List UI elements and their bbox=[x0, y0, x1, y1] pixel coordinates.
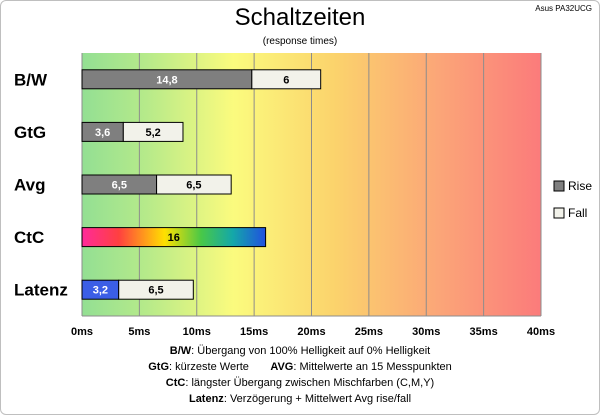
data-label: 6,5 bbox=[186, 180, 201, 192]
note-text: Mittelwerte an 15 Messpunkten bbox=[299, 361, 452, 373]
note-ctc: CtC: längster Übergang zwischen Mischfar… bbox=[165, 377, 435, 389]
bar-fall bbox=[122, 121, 184, 142]
legend-swatch-fall bbox=[553, 207, 565, 219]
bar-ctc bbox=[81, 227, 267, 248]
note-key: CtC bbox=[165, 377, 186, 389]
legend: Rise Fall bbox=[553, 179, 592, 220]
x-tick-label: 20ms bbox=[297, 326, 325, 338]
legend-swatch-rise bbox=[553, 180, 565, 192]
note-bw: B/W: Übergang von 100% Helligkeit auf 0%… bbox=[169, 345, 431, 357]
chart-subtitle: (response times) bbox=[262, 36, 338, 47]
note-text: Verzögerung + Mittelwert Avg rise/fall bbox=[229, 393, 412, 405]
legend-label-fall: Fall bbox=[568, 206, 587, 220]
bar-chart: 14,8 6 3,6 5,2 6,5 6,5 16 3,2 6,5 B/W GtG Avg CtC La… bbox=[14, 53, 592, 338]
category-label: Avg bbox=[14, 176, 46, 195]
data-label: 5,2 bbox=[145, 127, 160, 139]
notes: B/W: Übergang von 100% Helligkeit auf 0%… bbox=[0, 343, 600, 407]
note-latenz: Latenz: Verzögerung + Mittelwert Avg ris… bbox=[188, 393, 412, 405]
note-text: kürzeste Werte bbox=[175, 361, 249, 373]
data-label: 6,5 bbox=[112, 180, 127, 192]
x-tick-label: 0ms bbox=[71, 326, 93, 338]
x-tick-label: 15ms bbox=[240, 326, 268, 338]
x-tick-label: 35ms bbox=[470, 326, 498, 338]
category-label: B/W bbox=[14, 70, 48, 89]
note-key: GtG bbox=[148, 361, 170, 373]
legend-label-rise: Rise bbox=[568, 179, 592, 193]
x-tick-label: 30ms bbox=[412, 326, 440, 338]
note-text: Übergang von 100% Helligkeit auf 0% Hell… bbox=[197, 345, 431, 357]
x-tick-label: 10ms bbox=[183, 326, 211, 338]
chart-title: Schaltzeiten bbox=[234, 4, 366, 31]
bar-fall bbox=[156, 174, 232, 195]
x-tick-labels: 0ms 5ms 10ms 15ms 20ms 25ms 30ms 35ms 40ms bbox=[71, 326, 555, 338]
data-label: 16 bbox=[168, 232, 180, 244]
bar-fall bbox=[251, 69, 322, 90]
note-text: längster Übergang zwischen Mischfarben (… bbox=[191, 377, 435, 389]
note-gtg: GtG: kürzeste Werte AVG: Mittelwerte an … bbox=[148, 361, 452, 373]
data-label: 3,6 bbox=[95, 127, 110, 139]
x-tick-label: 40ms bbox=[527, 326, 555, 338]
category-label: Latenz bbox=[14, 281, 68, 300]
bars: 14,8 6 3,6 5,2 6,5 6,5 16 3,2 6,5 bbox=[81, 69, 322, 300]
model-label: Asus PA32UCG bbox=[535, 4, 592, 13]
data-label: 6,5 bbox=[148, 285, 163, 297]
data-label: 14,8 bbox=[156, 74, 177, 86]
note-key: AVG bbox=[270, 361, 294, 373]
x-tick-label: 25ms bbox=[355, 326, 383, 338]
note-key: Latenz bbox=[188, 393, 224, 405]
note-key: B/W bbox=[169, 345, 192, 357]
x-tick-label: 5ms bbox=[128, 326, 150, 338]
data-label: 3,2 bbox=[93, 285, 108, 297]
category-label: GtG bbox=[14, 123, 46, 142]
category-label: CtC bbox=[14, 228, 44, 247]
data-label: 6 bbox=[283, 74, 289, 86]
category-labels: B/W GtG Avg CtC Latenz bbox=[14, 70, 68, 299]
bar-fall bbox=[118, 279, 194, 300]
